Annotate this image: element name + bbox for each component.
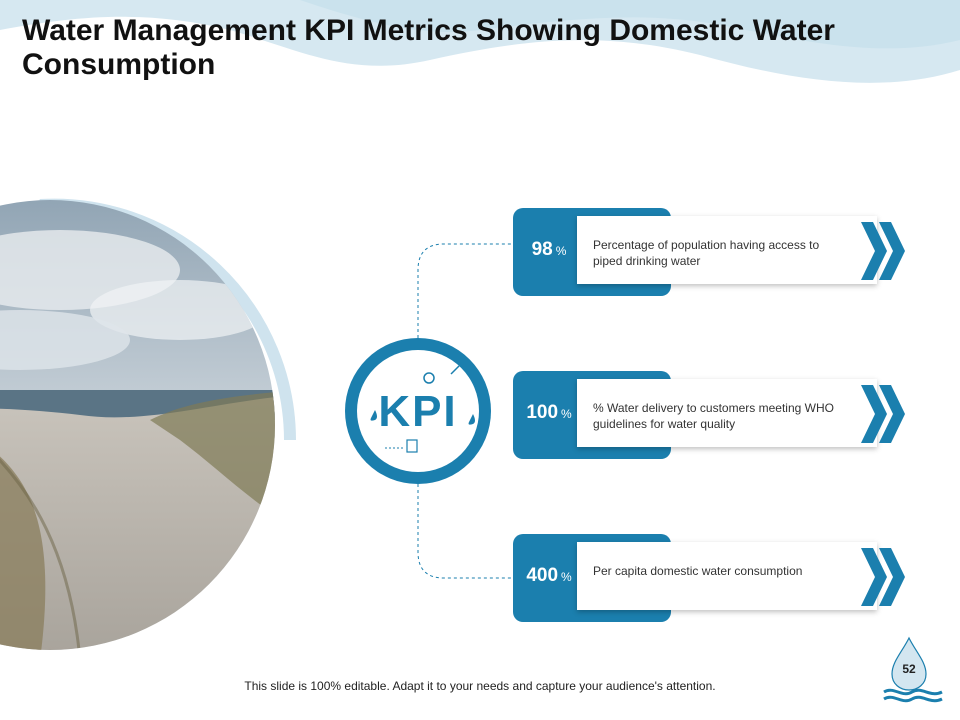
beach-photo bbox=[0, 195, 296, 655]
chevron-right-icon bbox=[861, 385, 905, 443]
header-wave-decoration bbox=[0, 0, 960, 83]
kpi-label: KPI bbox=[378, 387, 458, 436]
kpi-circle: KPI bbox=[345, 338, 491, 484]
kpi-icons-decoration bbox=[370, 365, 475, 453]
page-title: Water Management KPI Metrics Showing Dom… bbox=[22, 14, 835, 81]
metric-card-2: 100% % Water delivery to customers meeti… bbox=[513, 371, 913, 459]
metric-card-3: 400% Per capita domestic water consumpti… bbox=[513, 534, 913, 622]
metric-value-2: 100% bbox=[526, 402, 572, 423]
footer-note: This slide is 100% editable. Adapt it to… bbox=[244, 679, 716, 693]
metric-description-1: Percentage of population having access t… bbox=[593, 238, 820, 268]
metric-description-3: Per capita domestic water consumption bbox=[593, 564, 803, 578]
metric-value-1: 98% bbox=[531, 239, 567, 260]
metric-value-3: 400% bbox=[526, 565, 572, 586]
chevron-right-icon bbox=[861, 222, 905, 280]
water-drop-icon bbox=[883, 636, 943, 703]
page-number-badge: 52 bbox=[880, 636, 946, 706]
page-number: 52 bbox=[902, 662, 916, 676]
metric-description-2: % Water delivery to customers meeting WH… bbox=[593, 401, 834, 431]
chevron-right-icon bbox=[861, 548, 905, 606]
metric-card-1: 98% Percentage of population having acce… bbox=[513, 208, 913, 296]
